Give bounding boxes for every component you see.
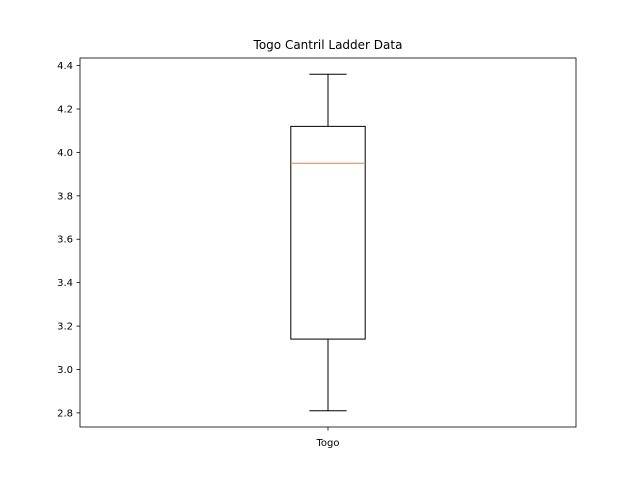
x-axis: Togo: [316, 427, 340, 449]
box-series: [290, 73, 366, 412]
y-tick-label: 3.2: [57, 322, 73, 333]
y-tick-label: 3.6: [57, 235, 73, 246]
y-tick-label: 4.0: [57, 148, 73, 159]
chart-title: Togo Cantril Ladder Data: [253, 38, 403, 52]
y-tick-label: 3.8: [57, 191, 73, 202]
y-tick-label: 4.2: [57, 105, 73, 116]
y-tick-label: 4.4: [57, 61, 73, 72]
y-axis: 2.8 3.0 3.2 3.4 3.6 3.8 4.0 4.2 4.4: [57, 61, 80, 419]
x-tick-label: Togo: [316, 438, 340, 449]
y-tick-label: 3.0: [57, 365, 73, 376]
y-tick-label: 2.8: [57, 408, 73, 419]
y-tick-label: 3.4: [57, 278, 73, 289]
box-iqr: [290, 125, 366, 340]
